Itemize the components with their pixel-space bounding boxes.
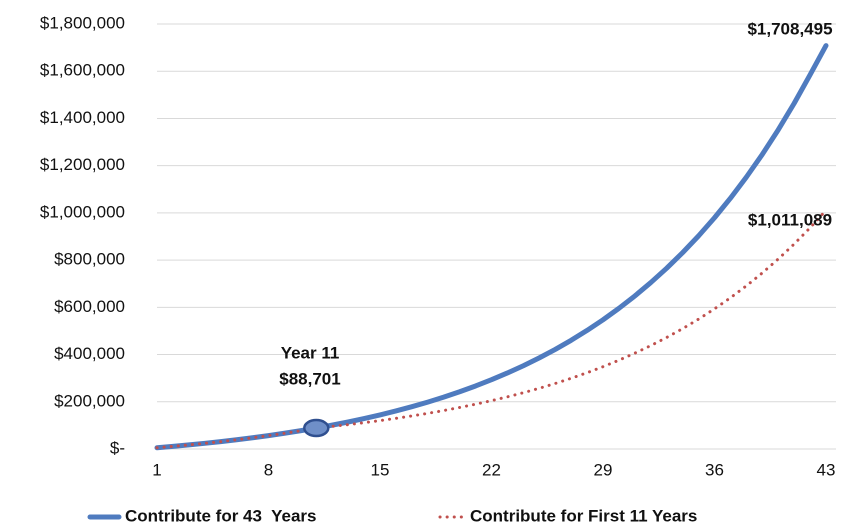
highlight-marker [303,418,330,438]
x-tick-label: 22 [482,460,501,479]
annotation: $88,701 [279,369,340,388]
x-tick-label: 8 [264,460,273,479]
annotation: $1,708,495 [747,19,832,38]
series-line [154,43,829,451]
y-tick-label: $400,000 [54,344,125,363]
x-tick-label: 15 [371,460,390,479]
y-tick-label: $200,000 [54,391,125,410]
y-tick-label: $1,400,000 [40,108,125,127]
legend-label: Contribute for 43 Years [125,506,316,525]
x-tick-label: 29 [594,460,613,479]
series-line [155,208,828,450]
legend-label: Contribute for First 11 Years [470,506,697,525]
y-tick-label: $- [110,438,125,457]
x-tick-label: 43 [817,460,836,479]
y-tick-label: $800,000 [54,250,125,269]
annotation: $1,011,089 [748,210,832,229]
y-tick-label: $1,000,000 [40,202,125,221]
annotation: Year 11 [281,343,340,362]
x-tick-label: 36 [705,460,724,479]
x-tick-label: 1 [152,460,161,479]
y-tick-label: $1,200,000 [40,155,125,174]
y-tick-label: $600,000 [54,297,125,316]
y-tick-label: $1,600,000 [40,61,125,80]
y-tick-label: $1,800,000 [40,13,125,32]
